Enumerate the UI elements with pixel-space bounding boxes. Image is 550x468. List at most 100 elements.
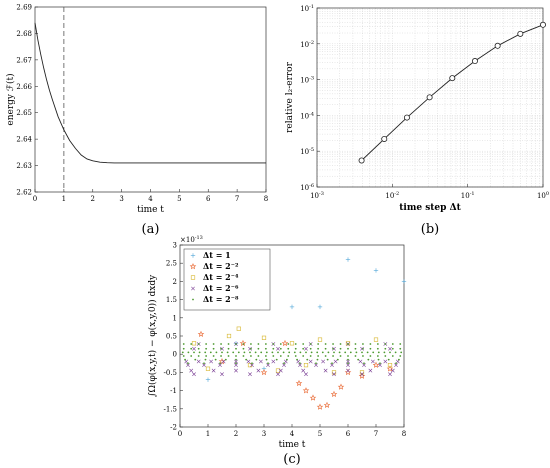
dot-marker <box>327 351 330 354</box>
x-tick-label-base: 10 <box>461 192 470 200</box>
cross-b <box>276 372 280 377</box>
square-marker <box>247 363 253 368</box>
dot-marker <box>190 343 193 345</box>
cross-marker <box>221 359 226 364</box>
dot-marker <box>294 355 297 357</box>
y-tick-label: -0.5 <box>164 369 178 377</box>
cross-b <box>346 363 350 368</box>
x-tick-label: 8 <box>264 195 268 203</box>
cross-b <box>330 363 334 368</box>
cross-b <box>378 363 382 368</box>
x-tick-label: 1 <box>62 195 66 203</box>
x-tick-label: 8 <box>402 430 406 438</box>
square-marker <box>236 326 241 331</box>
cross-marker <box>360 372 364 377</box>
dot-marker <box>220 347 222 350</box>
dot-marker <box>260 351 263 354</box>
dot-marker <box>333 351 335 354</box>
series-0 <box>205 257 407 382</box>
cross-marker <box>278 368 283 373</box>
x-tick-label: 0 <box>178 430 182 438</box>
legend-label: Δt = 2⁻² <box>203 261 239 271</box>
dot-marker <box>287 347 290 350</box>
dot-marker <box>264 347 267 350</box>
dot-marker <box>294 343 297 345</box>
cross-b <box>368 368 373 373</box>
dot-marker <box>299 351 302 354</box>
dot-marker <box>395 362 397 365</box>
dot-marker <box>294 347 297 350</box>
panel-caption: (c) <box>283 452 300 467</box>
cross-marker <box>321 359 326 364</box>
panel-caption: (b) <box>421 222 439 237</box>
dot-marker <box>293 351 296 354</box>
dot-marker <box>232 351 235 354</box>
star-marker <box>218 358 226 365</box>
error-point <box>517 30 524 37</box>
dot-marker <box>275 358 278 361</box>
y-tick-label-exp: -3 <box>309 76 314 82</box>
cross-marker <box>282 363 286 368</box>
dot-marker <box>376 355 379 357</box>
dot-marker <box>332 347 334 350</box>
y-tick-label-exp: -1 <box>309 4 314 10</box>
star-marker <box>372 361 380 368</box>
dot-marker <box>306 358 309 361</box>
cross-b <box>186 363 190 368</box>
y-tick-label: 2.67 <box>16 56 32 64</box>
x-tick-label: 100 <box>537 191 549 200</box>
error-point <box>381 135 388 142</box>
dot-marker <box>209 351 212 354</box>
y-tick-label: 2.64 <box>16 136 32 144</box>
dot-marker <box>190 347 193 350</box>
x-tick-label: 7 <box>374 430 378 438</box>
cross-marker <box>234 363 238 368</box>
y-tick-label-exp: -4 <box>309 111 314 117</box>
panel-a-energy-chart: 0 1 2 3 4 5 6 7 8 2.62 2.63 2.64 2.65 2.66 2.67 2.68 2.6… <box>5 4 268 238</box>
x-tick-label-base: 10 <box>385 192 394 200</box>
x-tick-label-base: 10 <box>537 192 546 200</box>
dot-marker <box>317 343 320 345</box>
dot-marker <box>250 347 252 350</box>
cross-marker <box>211 368 216 373</box>
legend-label: Δt = 2⁻⁸ <box>203 294 239 304</box>
cross-marker <box>390 368 395 373</box>
plus-marker <box>317 304 323 310</box>
dot-marker <box>391 343 394 345</box>
dot-marker <box>215 351 218 354</box>
dot-marker <box>198 351 201 354</box>
cross-b <box>360 346 364 351</box>
dot-marker <box>249 351 251 354</box>
cross-b <box>388 346 392 351</box>
cross-b <box>332 346 336 351</box>
dot-marker <box>389 351 391 354</box>
cross-b <box>189 368 194 373</box>
x-axis-label: time t <box>279 440 306 450</box>
cross-marker <box>370 359 375 364</box>
cross-b <box>258 359 263 364</box>
dot-marker <box>235 358 237 361</box>
dot-marker <box>344 351 347 354</box>
cross-marker <box>368 368 373 373</box>
y-tick-label: 2.63 <box>16 162 32 170</box>
dot-marker <box>190 355 193 357</box>
cross-marker <box>304 346 308 351</box>
error-point <box>449 75 456 82</box>
dot-marker <box>379 362 381 365</box>
x-tick-label: 2 <box>234 430 238 438</box>
cross-marker <box>248 346 252 351</box>
y-tick-label-exp: -2 <box>309 40 314 46</box>
cross-b <box>321 359 326 364</box>
cross-marker <box>346 359 350 364</box>
dot-marker <box>197 347 200 350</box>
cross-b <box>256 368 261 373</box>
dot-marker <box>265 358 268 361</box>
dot-marker <box>339 355 342 357</box>
cross-b <box>218 363 222 368</box>
y-tick-label: 10-5 <box>300 147 314 156</box>
dot-marker <box>369 343 372 345</box>
cross-b <box>234 359 238 364</box>
dot-marker <box>219 362 221 365</box>
dot-marker <box>250 355 252 357</box>
exponent-label-base: ×10 <box>180 236 195 244</box>
